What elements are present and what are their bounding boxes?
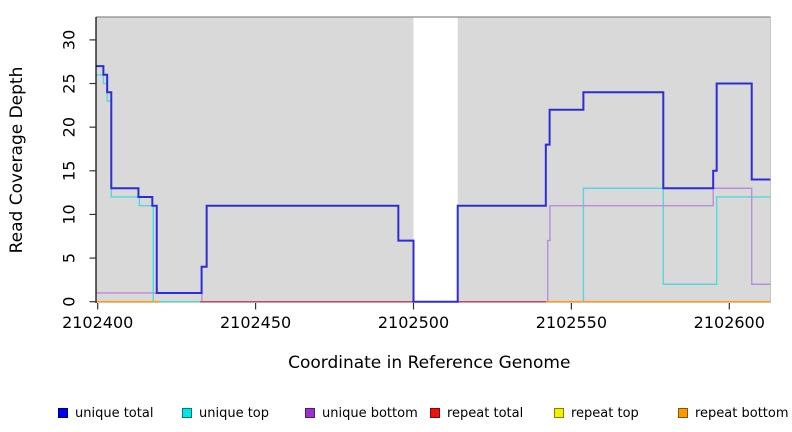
x-axis-title: Coordinate in Reference Genome [288,353,570,373]
y-tick-label: 0 [60,297,79,307]
x-tick-label: 2102550 [536,313,607,332]
y-tick-label: 20 [60,117,79,137]
x-tick-label: 2102500 [378,313,449,332]
y-axis-title: Read Coverage Depth [7,67,27,254]
zero-coverage-gap-band [413,17,458,303]
series-line-unique-bottom [96,187,771,303]
y-tick-label: 25 [60,73,79,93]
x-tick-label: 2102600 [694,313,765,332]
y-tick-label: 30 [60,30,79,50]
series-line-unique-total [96,65,771,303]
y-tick-label: 10 [60,204,79,224]
x-tick-label: 2102450 [220,313,291,332]
x-tick-label: 2102400 [62,313,133,332]
y-tick-label: 5 [60,253,79,263]
y-tick-label: 15 [60,161,79,181]
